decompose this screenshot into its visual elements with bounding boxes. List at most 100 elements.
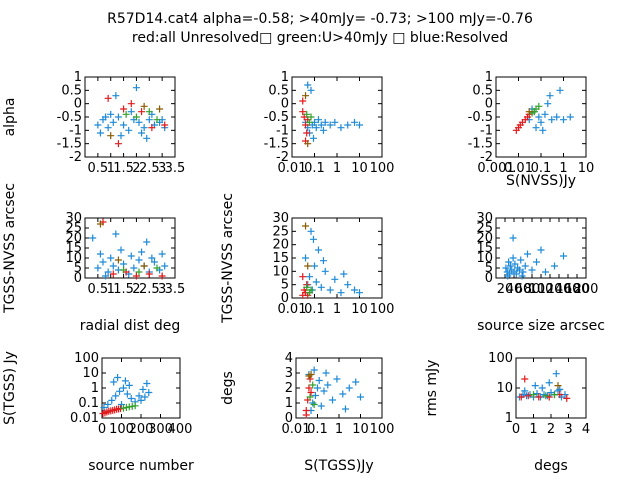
y-tick-label: -0.5	[264, 110, 289, 125]
data-point-blue	[352, 378, 360, 386]
data-point-red	[299, 273, 307, 281]
data-point-blue	[304, 81, 312, 89]
x-tick-label: 0	[512, 422, 520, 437]
x-tick-label: 10	[351, 161, 368, 176]
x-tick-label: 40	[506, 282, 523, 297]
y-tick-label: 0	[281, 97, 289, 112]
x-tick-label: 100	[370, 422, 395, 437]
y-tick-label: 0.5	[61, 83, 82, 98]
x-tick-label: 300	[148, 422, 173, 437]
x-tick-label: 200	[574, 282, 599, 297]
data-point-blue	[356, 289, 363, 297]
data-point-blue	[123, 390, 131, 398]
data-point-blue	[110, 378, 118, 386]
data-point-red	[517, 393, 525, 401]
data-point-blue	[112, 92, 120, 100]
data-point-blue	[319, 126, 327, 134]
data-point-blue	[107, 254, 115, 262]
data-point-blue	[548, 116, 556, 124]
data-point-blue	[331, 118, 339, 126]
y-tick-label: -1.5	[264, 137, 289, 152]
data-point-blue	[104, 268, 112, 276]
data-point-blue	[537, 118, 545, 126]
data-point-blue	[528, 266, 536, 274]
data-point-blue	[137, 396, 145, 404]
x-tick-label: 0.001	[477, 161, 514, 176]
data-point-green	[307, 286, 315, 294]
y-tick-label: 1	[74, 70, 82, 85]
data-point-blue	[145, 389, 153, 397]
data-point-green	[303, 110, 311, 118]
data-point-blue	[120, 260, 128, 268]
data-point-blue	[116, 387, 124, 395]
y-axis-label: rms mJy	[424, 360, 440, 417]
data-point-blue	[309, 235, 317, 243]
x-tick-label: 10	[351, 302, 368, 317]
data-point-blue	[321, 267, 329, 275]
y-tick-label: 15	[272, 251, 289, 266]
y-tick-label: 0	[74, 97, 82, 112]
y-tick-label: 20	[476, 231, 493, 246]
data-point-blue	[566, 113, 574, 121]
data-point-blue	[96, 250, 104, 258]
x-tick-label: 4	[582, 422, 590, 437]
data-point-red	[109, 270, 117, 278]
data-point-green	[122, 110, 130, 118]
data-point-red	[305, 384, 313, 392]
data-point-orange	[140, 262, 148, 270]
plot-frame	[515, 357, 587, 419]
y-tick-label: -1	[69, 123, 82, 138]
y-tick-label: 0.01	[70, 411, 99, 426]
data-point-blue	[511, 260, 519, 268]
plot-frame	[84, 217, 176, 279]
data-point-blue	[127, 394, 135, 402]
y-tick-label: 0.5	[268, 83, 289, 98]
y-tick-label: 0	[485, 97, 493, 112]
data-point-blue	[112, 392, 120, 400]
x-tick-label: 80	[524, 282, 541, 297]
data-point-blue	[302, 254, 310, 262]
x-tick-label: 2	[132, 161, 140, 176]
y-tick-label: 1	[505, 411, 513, 426]
x-tick-label: 10	[352, 422, 369, 437]
data-point-green	[153, 264, 161, 272]
x-tick-label: 3.5	[165, 282, 186, 297]
y-tick-label: 10	[65, 251, 82, 266]
y-tick-label: 25	[65, 221, 82, 236]
data-point-blue	[337, 289, 345, 297]
figure-title-line1: R57D14.cat4 alpha=-0.58; >40mJy= -0.73; …	[107, 11, 533, 27]
data-point-blue	[138, 248, 146, 256]
x-axis-label: source number	[88, 458, 194, 474]
figure-title-line2: red:all Unresolved□ green:U>40mJy □ blue…	[132, 30, 508, 46]
x-tick-label: 0.01	[278, 302, 307, 317]
data-point-blue	[521, 387, 529, 395]
data-point-blue	[150, 258, 158, 266]
data-point-red	[535, 393, 543, 401]
data-point-blue	[533, 258, 540, 266]
data-point-green	[551, 391, 558, 399]
data-point-blue	[309, 399, 317, 407]
data-point-green	[306, 393, 314, 401]
data-point-blue	[322, 369, 330, 377]
data-point-blue	[135, 392, 143, 400]
data-point-orange	[156, 105, 164, 113]
data-point-blue	[532, 124, 540, 132]
y-tick-label: 15	[476, 241, 493, 256]
data-point-blue	[310, 366, 318, 374]
data-point-blue	[311, 392, 319, 399]
data-point-blue	[102, 272, 110, 280]
data-point-green	[307, 113, 315, 121]
data-point-blue	[531, 382, 539, 390]
data-point-blue	[545, 379, 553, 387]
data-point-green	[145, 108, 153, 116]
data-point-orange	[525, 108, 533, 116]
data-point-blue	[307, 86, 315, 94]
data-point-blue	[502, 264, 510, 272]
data-point-green	[303, 283, 311, 291]
data-point-blue	[509, 234, 517, 242]
data-point-blue	[320, 387, 328, 395]
x-tick-label: 1	[333, 161, 341, 176]
